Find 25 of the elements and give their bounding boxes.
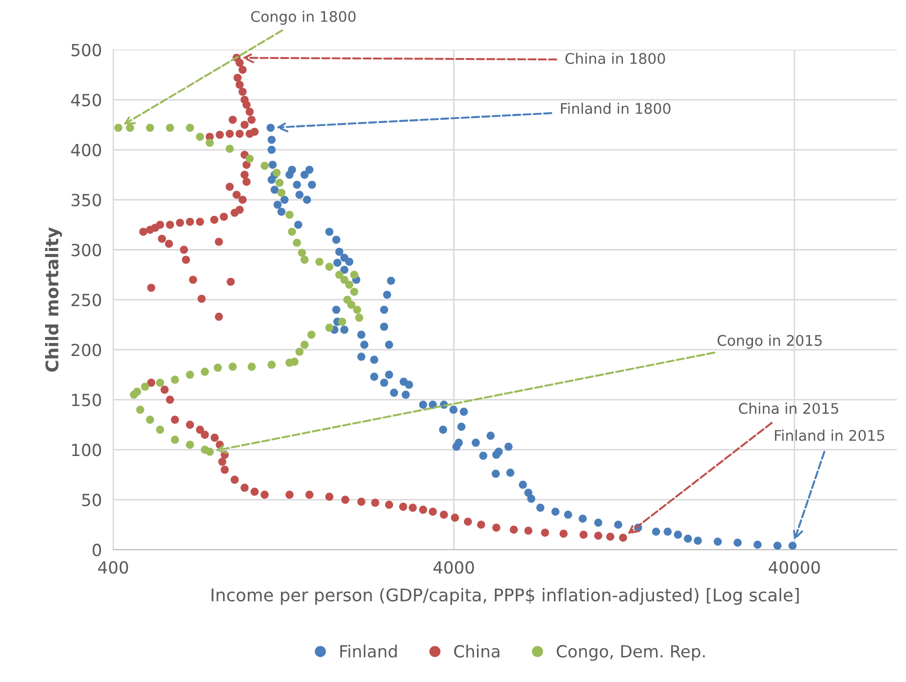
y-tick-label: 200 [72,344,102,356]
annotation: China in 1800 [565,52,665,64]
annotation: Finland in 1800 [561,102,670,114]
annotation: Congo in 2015 [718,334,822,349]
y-axis-title: Child mortality [45,227,62,372]
x-tick-label: 4000 [433,561,474,574]
y-tick-label: 150 [72,394,102,406]
y-tick-label: 500 [72,44,102,56]
x-tick-label: 40000 [768,561,820,574]
y-tick-label: 300 [72,244,102,256]
legend-label: Congo, Dem. Rep. [556,644,705,661]
y-tick-label: 450 [71,94,102,106]
y-tick-label: 100 [72,444,102,456]
annotation: Congo in 1800 [251,10,356,25]
legend-label: China [454,644,500,658]
x-axis-title: Income per person (GDP/capita, PPP$ inflation-adjusted) [Log scale] [212,588,799,605]
x-tick-label: 400 [98,561,128,574]
y-tick-label: 0 [92,544,102,556]
legend-label: Finland [340,644,397,658]
y-tick-label: 50 [82,494,102,506]
annotation: China in 2015 [738,402,838,414]
y-tick-label: 350 [72,194,102,206]
y-tick-label: 400 [71,144,102,156]
annotation: Finland in 2015 [774,430,884,441]
y-tick-label: 250 [72,294,102,306]
